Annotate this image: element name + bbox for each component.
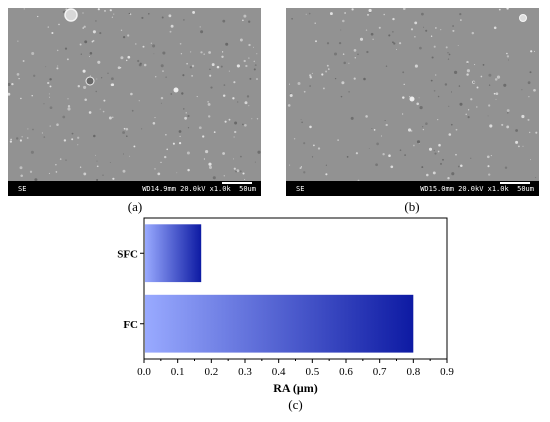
x-tick-label: 0.7 (373, 366, 387, 378)
caption-a: (a) (127, 199, 143, 214)
caption-b: (b) (404, 199, 420, 214)
x-tick-label: 0.3 (238, 366, 252, 378)
bar-sfc (145, 224, 202, 283)
bar-fc (145, 294, 414, 353)
sem-image-a: SE WD14.9mm 20.0kV x1.0k 50um (8, 8, 261, 196)
sem-parameters-a: WD14.9mm 20.0kV x1.0k 50um (142, 185, 256, 193)
x-tick-label: 0.2 (204, 366, 218, 378)
sem-info-bar-b: SE WD15.0mm 20.0kV x1.0k 50um (286, 181, 539, 196)
x-tick-label: 0.5 (305, 366, 319, 378)
sem-image-b: SE WD15.0mm 20.0kV x1.0k 50um (286, 8, 539, 196)
sem-texture-a (8, 8, 261, 181)
scale-bar-b (500, 182, 530, 184)
y-tick-label: SFC (117, 248, 138, 260)
sem-mode-a: SE (18, 185, 27, 193)
x-tick-label: 0.0 (137, 366, 151, 378)
sem-parameters-b: WD15.0mm 20.0kV x1.0k 50um (420, 185, 534, 193)
x-tick-label: 0.6 (339, 366, 353, 378)
x-axis-label: RA (μm) (273, 381, 317, 395)
y-tick-label: FC (123, 319, 138, 331)
scale-bar-a (222, 182, 252, 184)
sem-texture-b (286, 8, 539, 181)
x-tick-label: 0.8 (406, 366, 420, 378)
sem-mode-b: SE (296, 185, 305, 193)
sem-info-bar-a: SE WD14.9mm 20.0kV x1.0k 50um (8, 181, 261, 196)
caption-c: (c) (288, 397, 302, 412)
x-tick-label: 0.4 (272, 366, 286, 378)
x-tick-label: 0.9 (440, 366, 454, 378)
x-tick-label: 0.1 (171, 366, 185, 378)
